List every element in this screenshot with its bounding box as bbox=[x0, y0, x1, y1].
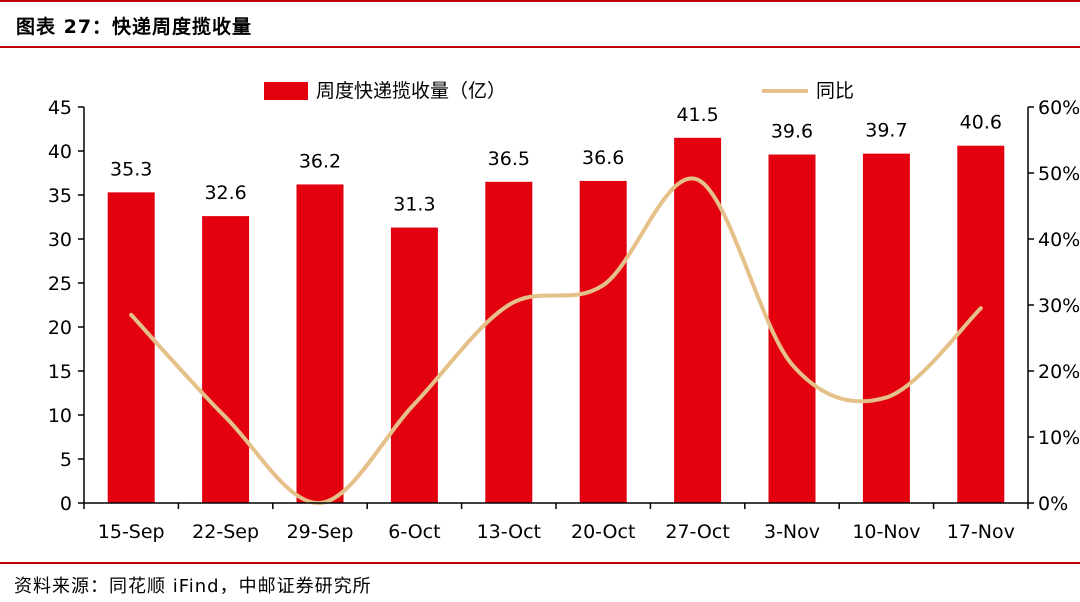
bar-data-label: 36.5 bbox=[488, 148, 530, 170]
chart-title: 图表 27：快递周度揽收量 bbox=[16, 16, 253, 38]
bar-data-label: 31.3 bbox=[393, 194, 435, 216]
source-bar: 资料来源：同花顺 iFind，中邮证券研究所 bbox=[0, 562, 1080, 602]
y-tick-label: 20 bbox=[48, 317, 72, 339]
legend: 周度快递揽收量（亿） 同比 bbox=[264, 80, 854, 102]
bar bbox=[202, 216, 250, 503]
bar-data-label: 35.3 bbox=[110, 158, 152, 180]
chart-area: 35.3 32.6 36.2 31.3 36.5 36.6 41.5 39.6 39.7 40.6… bbox=[0, 50, 1080, 562]
x-tick-label: 17-Nov bbox=[947, 521, 1015, 543]
bar-series bbox=[107, 137, 1005, 504]
x-tick-label: 10-Nov bbox=[852, 521, 920, 543]
y-tick-label: 15 bbox=[48, 361, 72, 383]
y-tick-label: 10 bbox=[48, 405, 72, 427]
bar bbox=[862, 153, 910, 503]
x-tick-label: 3-Nov bbox=[764, 521, 820, 543]
title-bar: 图表 27：快递周度揽收量 bbox=[0, 0, 1080, 48]
source-note: 资料来源：同花顺 iFind，中邮证券研究所 bbox=[14, 576, 372, 597]
bar-data-label: 39.6 bbox=[771, 121, 813, 143]
combo-chart: 35.3 32.6 36.2 31.3 36.5 36.6 41.5 39.6 39.7 40.6… bbox=[48, 80, 1080, 543]
x-tick-label: 15-Sep bbox=[98, 521, 165, 543]
y-tick-label: 35 bbox=[48, 185, 72, 207]
y-tick-label: 25 bbox=[48, 273, 72, 295]
x-tick-label: 29-Sep bbox=[287, 521, 354, 543]
y2-tick-label: 60% bbox=[1038, 97, 1080, 119]
legend-bar-swatch bbox=[264, 82, 308, 100]
bar bbox=[579, 180, 627, 504]
x-tick-label: 6-Oct bbox=[388, 521, 440, 543]
bar bbox=[674, 137, 722, 504]
yoy-line bbox=[129, 176, 983, 506]
y-tick-label: 0 bbox=[60, 493, 72, 515]
bar bbox=[390, 227, 438, 503]
bar bbox=[485, 181, 533, 504]
y-tick-label: 5 bbox=[60, 449, 72, 471]
x-tick-label: 13-Oct bbox=[477, 521, 541, 543]
bar bbox=[107, 192, 155, 504]
y2-tick-label: 40% bbox=[1038, 229, 1080, 251]
y2-tick-label: 0% bbox=[1038, 493, 1068, 515]
x-tick-label: 20-Oct bbox=[571, 521, 635, 543]
bar-data-labels: 35.3 32.6 36.2 31.3 36.5 36.6 41.5 39.6 39.7 40.6 bbox=[110, 104, 1002, 216]
y-tick-label: 40 bbox=[48, 141, 72, 163]
y-tick-label: 30 bbox=[48, 229, 72, 251]
axes: 0 5 10 15 20 25 30 35 40 45 0% 10% 20% 30% 40% 50% 60% 15… bbox=[48, 97, 1080, 543]
x-tick-label: 27-Oct bbox=[665, 521, 729, 543]
bar-data-label: 41.5 bbox=[676, 104, 718, 126]
bar-data-label: 40.6 bbox=[960, 112, 1002, 134]
bar-data-label: 39.7 bbox=[865, 120, 907, 142]
bar-data-label: 32.6 bbox=[204, 182, 246, 204]
bar bbox=[296, 184, 344, 503]
bar-data-label: 36.6 bbox=[582, 147, 624, 169]
y2-tick-label: 10% bbox=[1038, 427, 1080, 449]
legend-line-label: 同比 bbox=[816, 80, 854, 102]
y2-tick-label: 30% bbox=[1038, 295, 1080, 317]
y-tick-label: 45 bbox=[48, 97, 72, 119]
y2-tick-label: 20% bbox=[1038, 361, 1080, 383]
x-tick-label: 22-Sep bbox=[192, 521, 259, 543]
legend-bar-label: 周度快递揽收量（亿） bbox=[316, 80, 506, 102]
bar bbox=[768, 154, 816, 503]
y2-tick-label: 50% bbox=[1038, 163, 1080, 185]
bar-data-label: 36.2 bbox=[299, 150, 341, 172]
